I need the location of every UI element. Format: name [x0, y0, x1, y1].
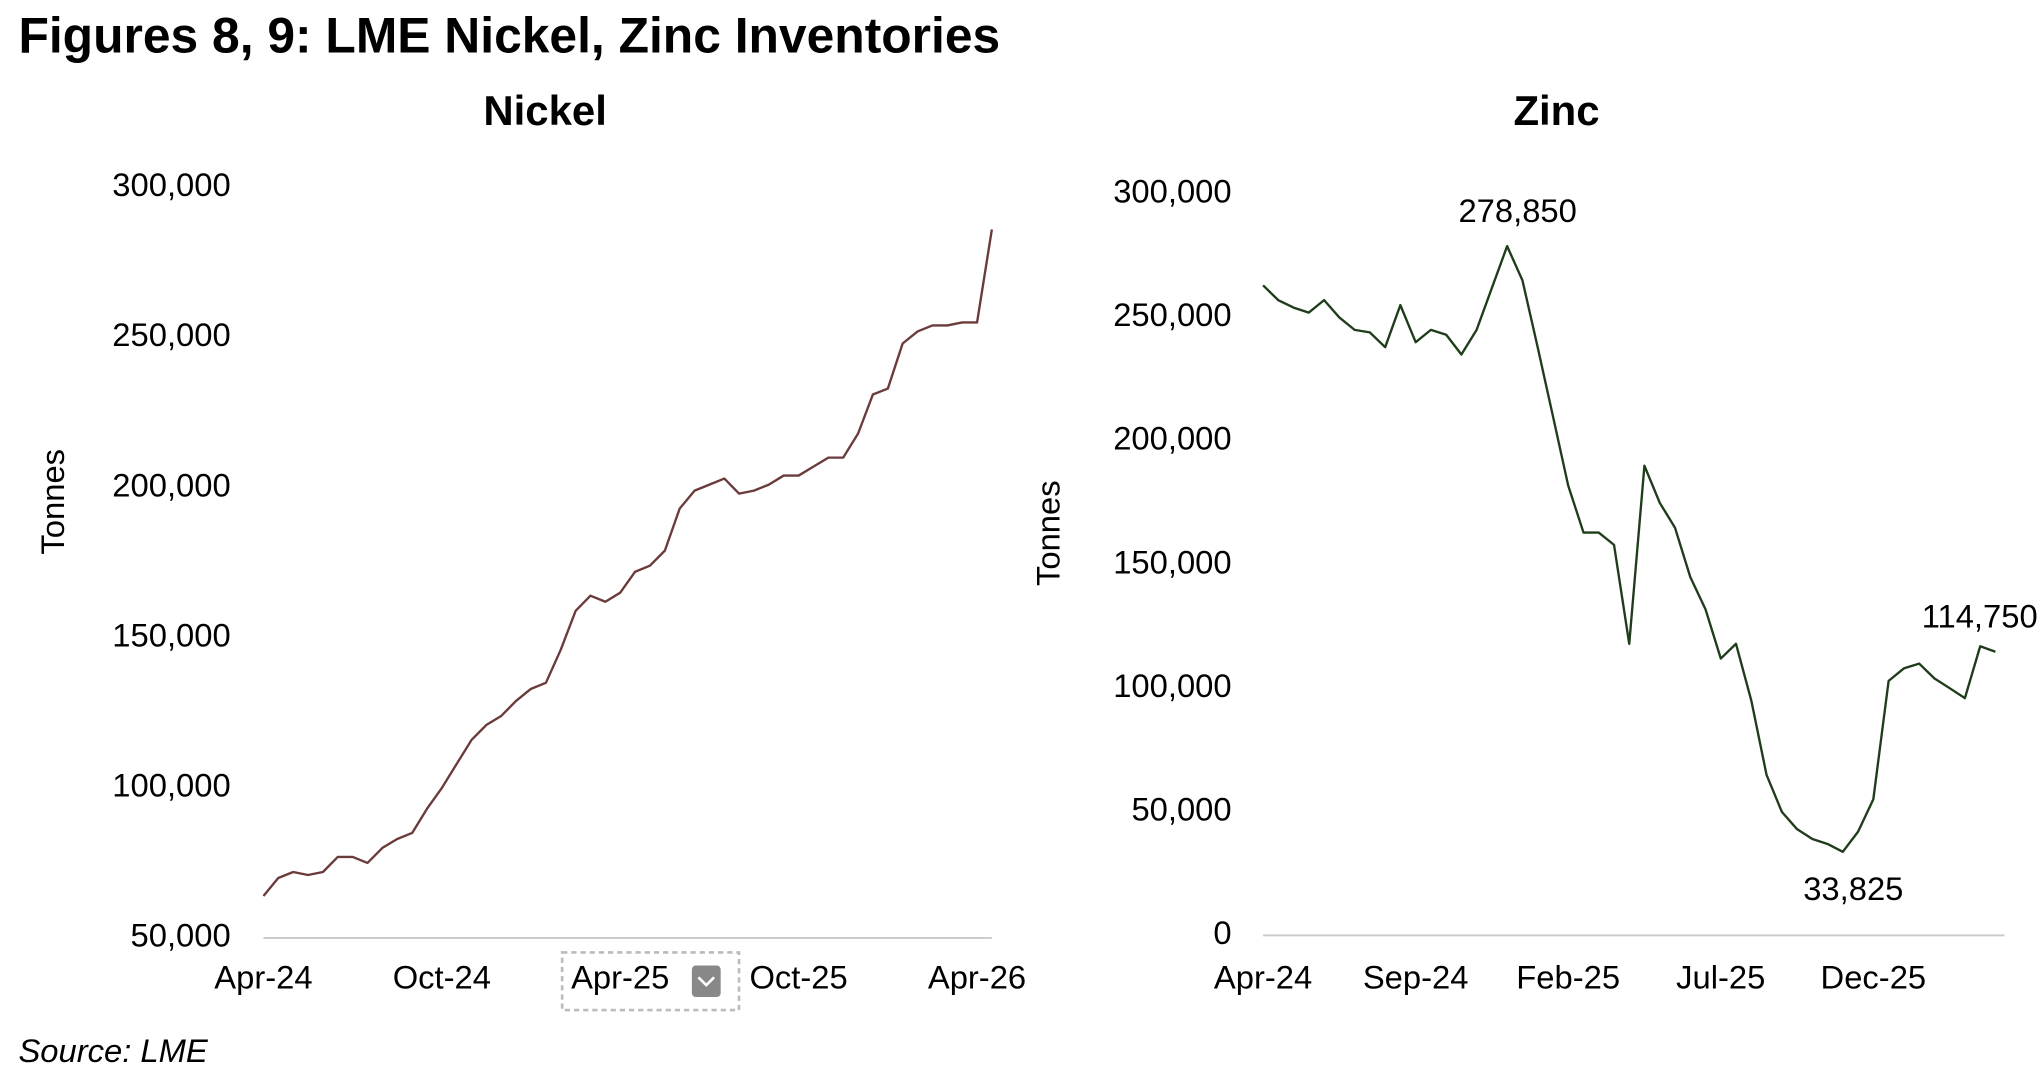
y-tick-label: 300,000: [1113, 173, 1231, 210]
x-tick-label: Apr-25: [571, 959, 669, 996]
y-tick-label: 200,000: [112, 466, 230, 503]
selection-box[interactable]: [560, 951, 741, 1012]
y-axis-title: Tonnes: [1029, 480, 1066, 586]
y-tick-label: 150,000: [112, 616, 230, 653]
line: [1262, 244, 1996, 854]
dropdown-button[interactable]: [691, 965, 721, 997]
y-tick-label: 200,000: [1113, 420, 1231, 457]
y-tick-label: 250,000: [1113, 296, 1231, 333]
y-tick-label: 250,000: [112, 316, 230, 353]
y-tick-label: 50,000: [1131, 790, 1231, 827]
x-tick-label: Jul-25: [1676, 959, 1765, 996]
y-tick-label: 100,000: [112, 767, 230, 804]
data-label: 33,825: [1803, 870, 1903, 907]
y-tick-label: 100,000: [1113, 667, 1231, 704]
dropdown-icon: [697, 976, 716, 988]
chart-title: Zinc: [1513, 87, 1599, 134]
x-tick-label: Feb-25: [1516, 959, 1620, 996]
x-tick-label: Oct-25: [749, 959, 847, 996]
x-tick-label: Sep-24: [1363, 959, 1469, 996]
x-tick-label: Apr-24: [1214, 959, 1312, 996]
chart-title: Nickel: [483, 87, 606, 134]
line: [262, 229, 994, 897]
y-axis-title: Tonnes: [34, 449, 71, 555]
data-label: 114,750: [1922, 598, 2038, 635]
y-tick-label: 0: [1213, 914, 1231, 951]
data-label: 278,850: [1458, 192, 1576, 229]
x-tick-label: Oct-24: [393, 959, 491, 996]
x-tick-label: Apr-24: [214, 959, 312, 996]
y-tick-label: 300,000: [112, 166, 230, 203]
x-tick-label: Dec-25: [1821, 959, 1927, 996]
y-tick-label: 150,000: [1113, 543, 1231, 580]
page-title: Figures 8, 9: LME Nickel, Zinc Inventori…: [18, 7, 1000, 63]
source: Source: LME: [18, 1032, 208, 1069]
y-tick-label: 50,000: [131, 917, 231, 954]
x-tick-label: Apr-26: [928, 959, 1026, 996]
